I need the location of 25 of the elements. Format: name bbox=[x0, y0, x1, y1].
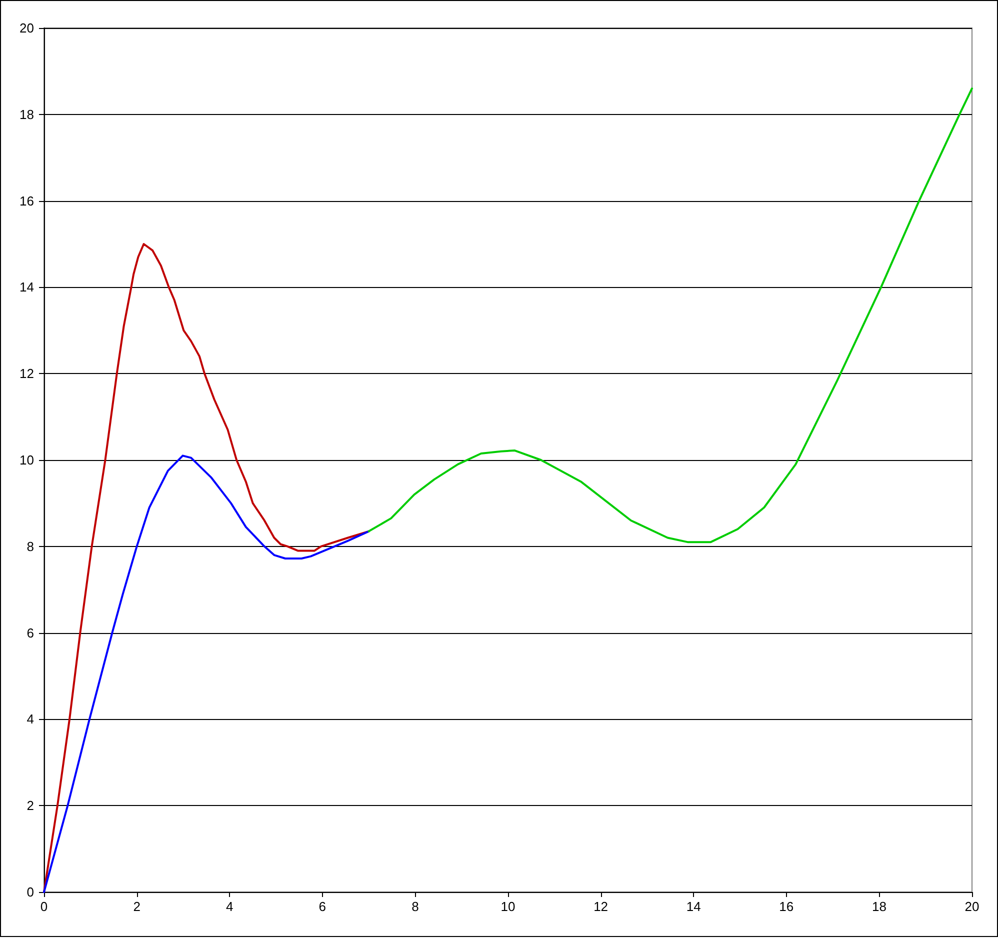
y-tick-label: 8 bbox=[26, 538, 34, 554]
y-tick-label: 12 bbox=[20, 366, 34, 382]
x-tick-label: 10 bbox=[500, 899, 516, 914]
y-tick-label: 0 bbox=[26, 884, 34, 900]
line-series bbox=[368, 87, 973, 544]
y-tick-label: 2 bbox=[26, 798, 34, 814]
y-tick-label: 20 bbox=[20, 20, 34, 36]
line-series bbox=[43, 454, 370, 893]
x-tick-label: 18 bbox=[872, 899, 886, 914]
x-tick-label: 2 bbox=[133, 899, 140, 914]
y-tick-label: 14 bbox=[20, 280, 34, 295]
x-tick-label: 12 bbox=[594, 899, 608, 914]
y-tick-label: 18 bbox=[20, 106, 34, 122]
y-tick-label: 16 bbox=[20, 193, 34, 208]
x-tick-label: 16 bbox=[779, 899, 794, 914]
x-tick-label: 20 bbox=[964, 899, 980, 914]
line-series bbox=[43, 243, 370, 893]
x-tick-label: 6 bbox=[318, 899, 326, 914]
x-tick-label: 4 bbox=[226, 899, 234, 914]
x-tick-label: 14 bbox=[686, 899, 701, 914]
y-tick-label: 4 bbox=[26, 712, 34, 727]
y-tick-label: 6 bbox=[26, 625, 34, 640]
x-tick-label: 0 bbox=[40, 899, 48, 914]
x-tick-label: 8 bbox=[412, 899, 419, 914]
y-tick-label: 10 bbox=[20, 452, 34, 468]
